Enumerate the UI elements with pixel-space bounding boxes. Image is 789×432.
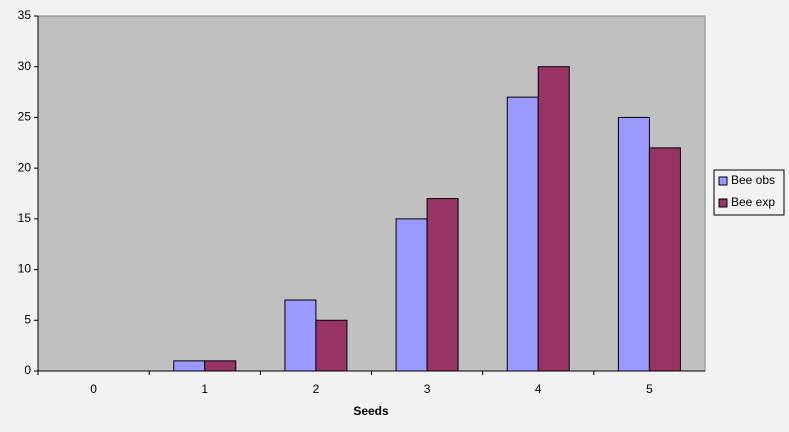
bar	[506, 96, 539, 372]
bar	[204, 360, 237, 372]
y-tick-label: 25	[18, 110, 32, 124]
y-tick-label: 0	[24, 363, 31, 377]
legend-swatch	[718, 198, 728, 208]
y-tick-label: 30	[18, 59, 32, 73]
legend-swatch	[718, 176, 728, 186]
x-tick-label: 2	[313, 382, 320, 396]
bar	[426, 198, 459, 372]
y-tick-label: 20	[18, 160, 32, 174]
plot-area	[37, 15, 706, 372]
y-tick-label: 5	[24, 312, 31, 326]
bar	[617, 116, 650, 372]
x-tick-label: 4	[535, 382, 542, 396]
x-tick-label: 1	[201, 382, 208, 396]
y-tick-label: 10	[18, 262, 32, 276]
x-tick-label: 3	[424, 382, 431, 396]
bar	[315, 319, 348, 372]
y-tick-label: 15	[18, 211, 32, 225]
x-axis-label: Seeds	[353, 404, 389, 418]
bar	[395, 218, 428, 372]
bar	[284, 299, 317, 372]
bar	[537, 66, 570, 372]
bar	[173, 360, 206, 372]
legend-label: Bee exp	[731, 195, 775, 209]
x-tick-label: 5	[646, 382, 653, 396]
y-tick-label: 35	[18, 8, 32, 22]
bar	[648, 147, 681, 372]
x-tick-label: 0	[90, 382, 97, 396]
legend-label: Bee obs	[731, 173, 775, 187]
